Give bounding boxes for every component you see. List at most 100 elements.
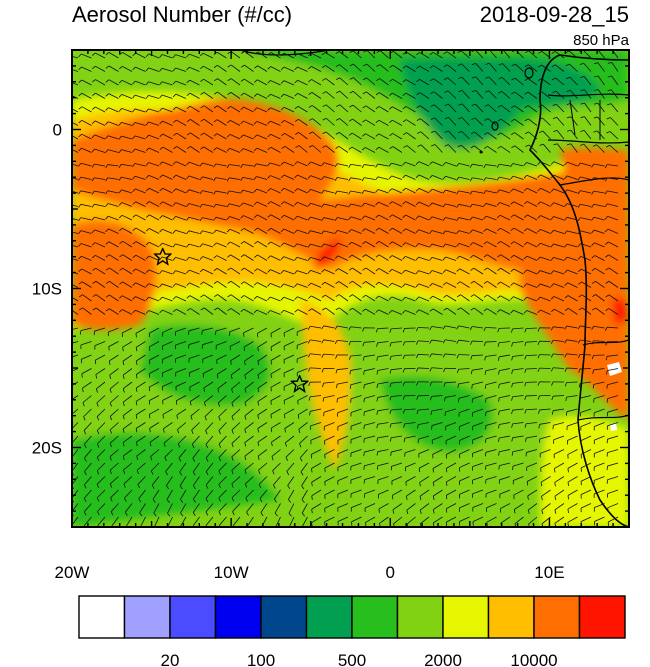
wind-barb [434,117,443,126]
wind-barb-flag [403,423,405,428]
wind-barb [107,203,119,207]
wind-barb-flag [389,241,393,245]
wind-barb-flag [442,189,446,194]
wind-barb [176,132,187,140]
wind-barb-flag [192,458,196,462]
wind-barb [556,143,565,153]
wind-barb [607,354,619,357]
wind-barb-flag [375,214,379,219]
wind-barb [446,51,457,59]
wind-barb [500,240,511,248]
wind-barb [257,327,268,334]
wind-barb [175,327,187,332]
wind-barb-flag [510,254,515,259]
wind-barb-flag [577,268,582,273]
wind-barb-flag [497,145,502,149]
wind-barb-flag [96,497,100,502]
wind-barb [419,79,430,86]
wind-barb [418,309,430,315]
wind-barb [148,81,160,86]
wind-barb [297,201,308,207]
wind-barb [472,216,484,221]
wind-barb-flag [334,217,338,221]
wind-barb [364,381,376,386]
wind-barb [378,254,389,261]
wind-barb-flag [565,50,570,54]
wind-barb-flag [388,310,393,314]
wind-barb [202,190,214,194]
wind-barb [542,143,551,153]
wind-barb-flag [294,161,298,165]
wind-barb [404,408,416,411]
wind-barb-flag [246,511,249,516]
wind-barb-flag [253,147,258,152]
wind-barb [243,106,254,113]
wind-barb-flag [172,296,177,300]
wind-barb-flag [580,116,585,119]
wind-barb [283,228,295,234]
wind-barb [283,270,295,275]
wind-barb [148,296,160,302]
wind-barb [553,202,565,207]
wind-barb [405,269,416,275]
wind-barb-flag [564,203,568,208]
wind-barb [432,283,443,288]
wind-barb-flag [78,79,82,83]
wind-barb-flag [336,104,340,107]
wind-barb-flag [349,77,354,80]
wind-barb [256,93,268,99]
wind-barb [350,177,362,180]
wind-barb-flag [375,295,379,300]
wind-barb [461,63,470,72]
wind-barb-flag [200,146,204,150]
wind-barb-flag [470,267,474,271]
wind-barb-flag [456,204,460,208]
wind-barb-flag [294,296,298,300]
wind-barb-flag [578,281,582,285]
wind-barb-flag [105,93,109,97]
wind-barb [500,516,511,524]
wind-barb-flag [537,367,540,372]
wind-barb [607,435,619,440]
wind-barb-flag [270,373,272,378]
wind-barb-flag [218,416,221,421]
wind-barb-flag [552,90,557,94]
wind-barb [337,229,349,234]
wind-barb-flag [321,325,325,330]
colorbar-box [123,595,171,639]
wind-barb [243,241,254,248]
wind-barb [270,107,281,113]
wind-barb [339,118,349,126]
wind-barb-flag [65,134,68,137]
wind-barb-flag [270,428,273,433]
wind-barb [447,64,457,72]
wind-barb [404,422,416,425]
wind-barb-flag [415,174,420,178]
wind-barb [350,163,362,167]
wind-barb [380,50,389,59]
wind-barb [72,108,79,113]
wind-barb-flag [173,308,177,313]
wind-barb [310,230,322,234]
wind-barb-flag [362,342,365,347]
wind-barb-flag [96,402,99,407]
wind-barb [553,229,565,234]
wind-barb [594,242,605,248]
wind-barb-flag [538,64,542,68]
wind-barb [513,476,524,481]
wind-barb [364,395,376,399]
wind-barb [177,435,187,445]
wind-barb-flag [335,294,340,298]
wind-barb-flag [227,280,232,284]
wind-barb [298,422,308,430]
wind-barb-flag [186,189,190,194]
y-tick-label: 20S [32,439,62,458]
wind-barb-flag [417,424,419,429]
wind-barb-flag [564,382,567,387]
wind-barb-flag [218,470,221,475]
wind-barb [230,280,241,288]
wind-barb [204,395,214,403]
wind-barb-flag [416,65,420,69]
wind-barb-flag [416,105,421,109]
wind-barb-flag [456,163,460,167]
